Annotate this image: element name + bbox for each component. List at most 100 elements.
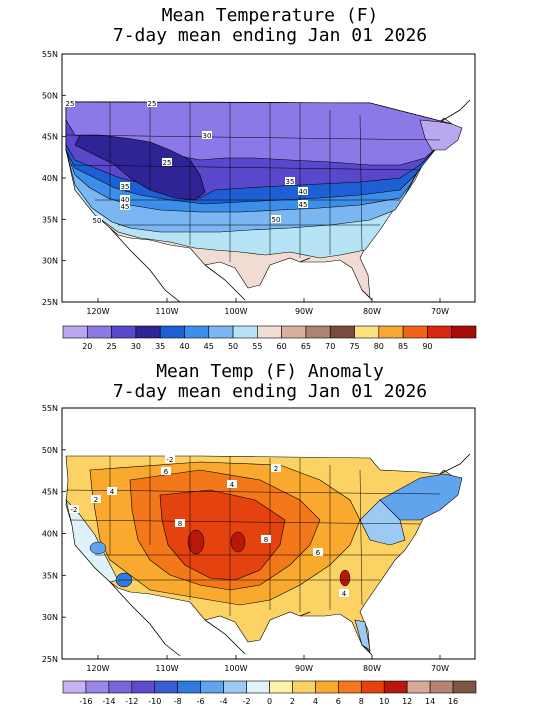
legend-label: 20 <box>82 342 92 351</box>
coastline-2 <box>109 453 471 657</box>
map1-title-line2: 7-day mean ending Jan 01 2026 <box>112 25 428 46</box>
anomaly-legend: -16 -14 -12 -10 -8 -6 -4 -2 0 2 4 6 8 10 12 14 16 <box>62 680 477 706</box>
legend-label: 0 <box>267 697 272 706</box>
lon-label: 70W <box>431 664 449 673</box>
legend-label: -12 <box>125 697 138 706</box>
legend-label: -14 <box>102 697 115 706</box>
contour-label: 25 <box>148 100 157 108</box>
temp-band-30 <box>65 101 453 166</box>
map2-contour-labels: 6 2 4 4 8 8 6 2 4 -2 -2 <box>69 455 349 598</box>
contour-label: 4 <box>230 481 235 489</box>
legend-label: 45 <box>204 342 214 351</box>
contour-label: 8 <box>178 520 182 528</box>
map1-title-line1: Mean Temperature (F) <box>161 5 379 26</box>
contour-label-bg <box>298 187 308 195</box>
legend-swatch <box>200 680 224 694</box>
contour-label: 35 <box>121 183 130 191</box>
contour-label-bg <box>261 535 271 543</box>
legend-swatch <box>223 680 247 694</box>
contour-label: 35 <box>286 178 295 186</box>
anom-band-ne-cool <box>379 473 463 521</box>
contour-label: 6 <box>316 549 321 557</box>
contour-label: 25 <box>66 100 75 108</box>
anom-band-6 <box>89 461 361 606</box>
contour-label: -2 <box>71 506 78 514</box>
legend-swatch <box>305 325 331 339</box>
contour-label-bg <box>91 495 101 503</box>
legend-label: 14 <box>425 697 435 706</box>
legend-swatch <box>232 325 258 339</box>
legend-swatch <box>257 325 282 339</box>
legend-label: -10 <box>148 697 161 706</box>
legend-label: 90 <box>422 342 432 351</box>
anomaly-map: 6 2 4 4 8 8 6 2 4 -2 -2 55N 50N 45N 40N 35N 30N 25N 120W… <box>42 404 477 706</box>
contour-label-bg <box>107 487 117 495</box>
legend-swatch <box>292 680 316 694</box>
contour-label-bg <box>165 455 175 463</box>
lat-label: 35N <box>42 215 58 224</box>
legend-swatch <box>208 325 234 339</box>
contour-label-bg <box>271 215 281 223</box>
lat-label: 45N <box>42 133 58 142</box>
lon-label: 80W <box>363 307 381 316</box>
anom-hotspot-3 <box>339 569 351 587</box>
contour-label: 50 <box>93 217 102 225</box>
contour-label-bg <box>285 177 295 185</box>
legend-swatch <box>383 680 408 694</box>
contour-label: 45 <box>121 203 130 211</box>
contour-label: 30 <box>203 132 212 140</box>
legend-swatch <box>111 325 137 339</box>
legend-swatch <box>452 680 477 694</box>
contour-label-bg <box>69 505 79 513</box>
temperature-field <box>65 99 471 302</box>
legend-label: 80 <box>374 342 384 351</box>
contour-label-bg <box>298 200 308 208</box>
legend-swatch <box>406 680 431 694</box>
contour-label-bg <box>65 99 75 107</box>
lat-label: 30N <box>42 257 58 266</box>
contour-label-bg <box>313 548 323 556</box>
temp-band-ne <box>419 119 463 151</box>
map2-lat-labels: 55N 50N 45N 40N 35N 30N 25N <box>42 404 66 664</box>
lat-label: 30N <box>42 613 58 622</box>
contour-label-bg <box>339 589 349 597</box>
contour-label: 2 <box>94 496 98 504</box>
map1-frame <box>61 53 476 303</box>
coastline-1 <box>109 99 471 302</box>
lat-label: 25N <box>42 298 58 307</box>
temp-band-55 <box>65 101 453 259</box>
map2-title-line2: 7-day mean ending Jan 01 2026 <box>112 381 428 402</box>
map1-lat-labels: 55N 50N 45N 40N 35N 30N 25N <box>42 50 66 307</box>
contour-label-bg <box>120 202 130 210</box>
contour-label: 40 <box>121 196 130 204</box>
contour-label-bg <box>92 216 102 224</box>
contour-label-bg <box>175 519 185 527</box>
anom-band-4 <box>65 455 453 653</box>
legend-swatch <box>246 680 270 694</box>
map2-frame <box>61 407 476 660</box>
lon-label: 110W <box>155 307 178 316</box>
contour-label: 4 <box>110 488 115 496</box>
legend-label: 65 <box>301 342 311 351</box>
legend-swatch <box>108 680 133 694</box>
legend-swatch <box>354 325 380 339</box>
lat-label: 50N <box>42 91 58 100</box>
legend-label: -2 <box>243 697 251 706</box>
legend-label: 75 <box>349 342 359 351</box>
anom-band-8 <box>129 469 321 591</box>
legend-swatch <box>429 680 454 694</box>
lon-label: 70W <box>431 307 449 316</box>
map2-lon-labels: 120W 110W 100W 90W 80W 70W <box>86 655 449 673</box>
contour-label-bg <box>202 131 212 139</box>
legend-swatch <box>427 325 453 339</box>
anom-hotspot-1 <box>187 529 205 555</box>
legend-swatch <box>177 680 201 694</box>
temp-band-45 <box>65 101 453 213</box>
legend-label: 2 <box>290 697 295 706</box>
legend-swatch <box>378 325 404 339</box>
temp-band-25 <box>74 134 206 201</box>
lat-label: 55N <box>42 404 58 413</box>
